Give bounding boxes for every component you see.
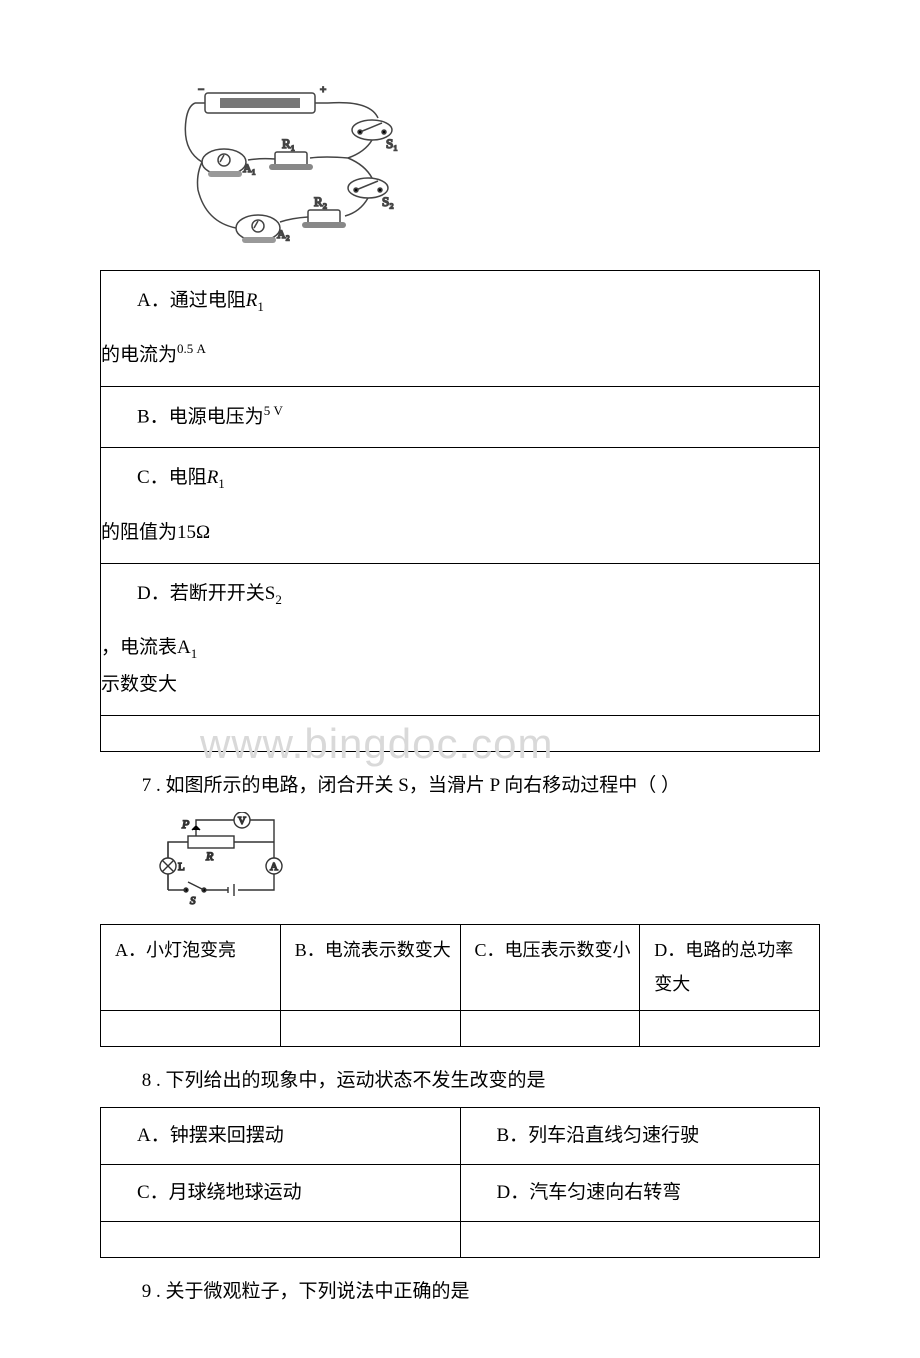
q7-option-b: B．电流表示数变大 xyxy=(280,925,460,1010)
option-a-line1: A．通过电阻 xyxy=(137,290,246,311)
svg-text:P: P xyxy=(181,817,190,831)
q6-circuit-diagram: − + S₁ R₁ xyxy=(150,80,820,260)
svg-text:+: + xyxy=(320,84,326,96)
svg-text:A₂: A₂ xyxy=(277,227,290,241)
q8-text: 8 . 下列给出的现象中，运动状态不发生改变的是 xyxy=(100,1065,820,1097)
svg-text:−: − xyxy=(198,84,204,96)
option-a: A．通过电阻R1 的电流为0.5 A xyxy=(101,271,820,387)
q7-options-table: A．小灯泡变亮 B．电流表示数变大 C．电压表示数变小 D．电路的总功率变大 xyxy=(100,924,820,1046)
option-b: B．电源电压为5 V xyxy=(101,386,820,447)
q7-option-a: A．小灯泡变亮 xyxy=(101,925,281,1010)
svg-text:R: R xyxy=(205,849,214,863)
q7-option-c: C．电压表示数变小 xyxy=(460,925,640,1010)
q9-text: 9 . 关于微观粒子，下列说法中正确的是 xyxy=(100,1276,820,1308)
q7-text: 7 . 如图所示的电路，闭合开关 S，当滑片 P 向右移动过程中（ ） xyxy=(100,770,820,802)
svg-text:S: S xyxy=(190,895,196,907)
q6-options-table: A．通过电阻R1 的电流为0.5 A B．电源电压为5 V C．电阻R1 的阻值… xyxy=(100,270,820,752)
svg-text:L: L xyxy=(178,861,185,873)
svg-text:A: A xyxy=(270,861,278,873)
q8-option-b: B．列车沿直线匀速行驶 xyxy=(460,1107,820,1164)
q7-circuit-diagram: R P V A xyxy=(156,812,820,912)
q8-option-a: A．钟摆来回摆动 xyxy=(101,1107,461,1164)
empty-row xyxy=(101,715,820,751)
svg-text:R₂: R₂ xyxy=(314,194,327,209)
svg-text:S₂: S₂ xyxy=(382,194,394,209)
option-d: D．若断开开关S2 ，电流表A1 示数变大 xyxy=(101,563,820,715)
svg-text:V: V xyxy=(238,815,246,827)
q8-option-c: C．月球绕地球运动 xyxy=(101,1165,461,1222)
q8-options-table: A．钟摆来回摆动 B．列车沿直线匀速行驶 C．月球绕地球运动 D．汽车匀速向右转… xyxy=(100,1107,820,1258)
svg-text:S₁: S₁ xyxy=(386,136,398,151)
svg-text:R₁: R₁ xyxy=(282,136,295,151)
option-c: C．电阻R1 的阻值为15Ω xyxy=(101,448,820,564)
svg-text:A₁: A₁ xyxy=(243,161,256,175)
q8-option-d: D．汽车匀速向右转弯 xyxy=(460,1165,820,1222)
q7-option-d: D．电路的总功率变大 xyxy=(640,925,820,1010)
